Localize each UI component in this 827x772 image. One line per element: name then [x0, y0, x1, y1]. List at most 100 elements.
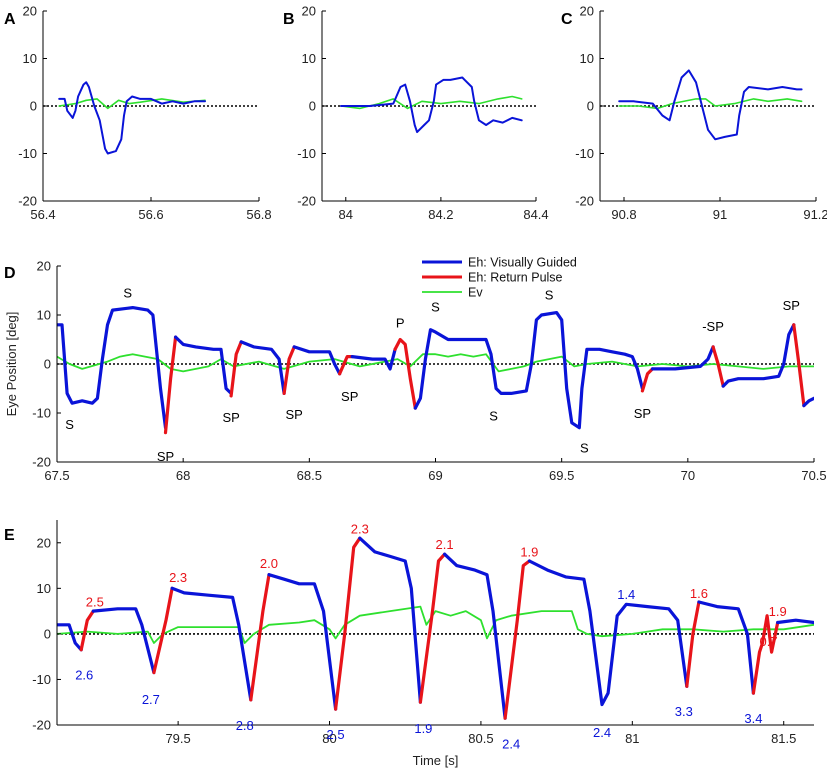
series-visual-1 [57, 623, 83, 652]
annotation-label: P [396, 315, 405, 330]
series-return-16 [751, 614, 780, 695]
annotation-label: 2.7 [142, 692, 160, 707]
x-tick-label: 56.8 [246, 207, 271, 222]
series-return-12 [503, 559, 531, 720]
panel-d: D -20 -10 0 10 20 67.5 68 68.5 69 69.5 70 70.5 Eye Po… [4, 256, 827, 484]
series-ev-0 [58, 98, 206, 110]
panel-letter-c: C [561, 11, 573, 28]
annotation-label: SP [783, 298, 800, 313]
series-return-14 [711, 345, 725, 388]
y-tick-label: 10 [580, 51, 594, 66]
series-return-2 [163, 335, 178, 435]
series-return-14 [685, 600, 701, 688]
x-tick-label: 90.8 [611, 207, 636, 222]
series-visual-5 [170, 586, 253, 702]
annotation-label: S [431, 300, 440, 315]
y-tick-label: 10 [37, 308, 51, 323]
panel-c: C -20 -10 0 10 20 90.8 91 91.2 [561, 4, 827, 223]
y-tick-label: 0 [309, 99, 316, 114]
y-tick-label: -10 [575, 146, 594, 161]
series-return-10 [393, 337, 417, 410]
y-tick-label: 0 [587, 99, 594, 114]
annotation-label: SP [634, 406, 651, 421]
legend-label-visual: Eh: Visually Guided [468, 256, 577, 270]
annotation-label: SP [341, 389, 358, 404]
x-tick-label: 56.4 [30, 207, 55, 222]
series-visual-5 [239, 340, 286, 395]
x-tick-label: 91.2 [803, 207, 827, 222]
legend-label-return: Eh: Return Pulse [468, 271, 563, 285]
series-return-6 [249, 573, 271, 702]
series-visual-17 [802, 396, 814, 408]
series-return-2 [79, 609, 95, 652]
series-visual-1 [57, 306, 168, 430]
y-tick-label: 20 [302, 4, 316, 19]
y-tick-label: -20 [32, 718, 51, 733]
x-tick-label: 68.5 [297, 468, 322, 483]
series-visual-11 [413, 311, 644, 430]
y-tick-label: -10 [18, 146, 37, 161]
annotation-label: 1.9 [520, 544, 538, 559]
series-visual-1 [340, 76, 523, 134]
series-visual-17 [776, 618, 814, 625]
x-tick-label: 79.5 [165, 731, 190, 746]
panel-letter-e: E [4, 527, 15, 544]
panel-letter-d: D [4, 265, 16, 282]
annotation-label: 1.4 [617, 587, 635, 602]
series-return-4 [152, 586, 174, 675]
annotation-label: SP [286, 407, 303, 422]
annotation-label: 2.0 [260, 556, 278, 571]
annotation-label: 2.4 [593, 725, 611, 740]
annotation-label: 1.9 [414, 721, 432, 736]
series-visual-9 [350, 347, 397, 371]
y-tick-label: -20 [18, 194, 37, 209]
x-tick-label: 80 [322, 731, 336, 746]
y-tick-label: -20 [297, 194, 316, 209]
x-tick-label: 81 [625, 731, 639, 746]
y-tick-label: 10 [37, 581, 51, 596]
series-visual-1 [618, 69, 803, 141]
annotation-label: 2.5 [86, 595, 104, 610]
series-return-10 [418, 552, 447, 704]
series-return-8 [338, 355, 354, 376]
panel-b: B -20 -10 0 10 20 84 84.2 84.4 [283, 4, 549, 223]
x-tick-label: 91 [713, 207, 727, 222]
series-visual-3 [174, 335, 233, 395]
series-visual-3 [91, 607, 156, 675]
x-axis-label: Time [s] [413, 753, 459, 768]
y-tick-label: 0 [44, 626, 51, 641]
panel-letter-a: A [4, 11, 16, 28]
annotation-label: 3.3 [675, 704, 693, 719]
series-ev-0 [618, 98, 803, 110]
y-tick-label: 20 [37, 259, 51, 274]
y-tick-label: 20 [23, 4, 37, 19]
y-tick-label: 0 [44, 357, 51, 372]
annotation-label: 2.4 [502, 737, 520, 752]
x-tick-label: 69.5 [549, 468, 574, 483]
x-tick-label: 84 [339, 207, 353, 222]
series-return-12 [640, 367, 655, 393]
annotation-label: 3.4 [744, 711, 762, 726]
series-visual-15 [721, 323, 796, 388]
y-tick-label: -10 [32, 672, 51, 687]
x-tick-label: 67.5 [44, 468, 69, 483]
series-visual-7 [267, 573, 338, 711]
x-tick-label: 69 [428, 468, 442, 483]
y-tick-label: 10 [302, 51, 316, 66]
series-return-4 [229, 340, 243, 398]
y-tick-label: -10 [297, 146, 316, 161]
panel-letter-b: B [283, 11, 295, 28]
annotation-label: S [580, 440, 589, 455]
series-visual-11 [443, 552, 507, 720]
series-visual-13 [527, 559, 689, 707]
y-tick-label: 0 [30, 99, 37, 114]
series-visual-7 [292, 345, 342, 376]
y-tick-label: 20 [580, 4, 594, 19]
annotation-label: S [489, 408, 498, 423]
annotation-label: 2.8 [236, 718, 254, 733]
annotation-label: 0.7 [760, 634, 778, 649]
y-tick-label: -20 [32, 455, 51, 470]
y-axis-label: Eye Position [deg] [4, 312, 19, 417]
annotation-label: 1.6 [690, 586, 708, 601]
